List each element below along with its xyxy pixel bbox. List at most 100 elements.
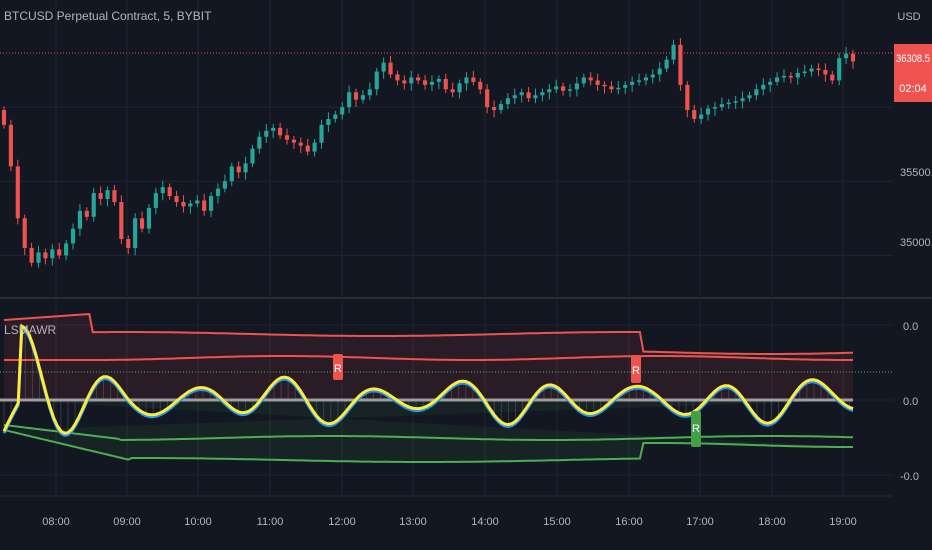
candle-body <box>57 249 62 256</box>
candle-body <box>167 187 172 197</box>
candle-body <box>747 95 752 99</box>
time-tick-label: 18:00 <box>758 516 786 528</box>
candle-body <box>630 81 635 85</box>
candle-body <box>381 62 386 72</box>
time-tick-label: 11:00 <box>257 516 284 528</box>
lower-band-line <box>3 429 853 463</box>
candle-body <box>422 80 428 85</box>
candle-body <box>29 247 34 263</box>
candle-body <box>478 81 483 90</box>
candle-body <box>1 110 7 125</box>
candle-body <box>278 127 283 136</box>
candle-body <box>257 136 262 149</box>
candle-body <box>705 108 711 115</box>
candle-body <box>91 193 96 217</box>
wr-slow-line <box>2 323 854 435</box>
time-tick-label: 09:00 <box>113 516 141 528</box>
candle-body <box>374 71 379 90</box>
indicator-scale[interactable]: 0.0 0.0 -0.0 <box>900 321 919 483</box>
candle-body <box>850 53 856 62</box>
price-tick-label: 35000.0 <box>900 237 932 249</box>
signal-badge-sell: R <box>333 354 343 380</box>
candle-body <box>105 190 110 200</box>
candle-body <box>347 92 352 108</box>
candle-body <box>146 207 152 229</box>
candle-body <box>202 200 207 211</box>
candle-body <box>174 196 179 202</box>
signal-label: R <box>632 365 640 377</box>
candle-body <box>719 104 724 108</box>
time-tick-label: 12:00 <box>328 516 356 528</box>
candle-body <box>340 107 345 115</box>
candle-body <box>533 95 538 99</box>
candle-body <box>360 95 365 100</box>
candle-body <box>416 77 421 81</box>
candle-body <box>84 210 89 217</box>
candle-body <box>222 181 227 189</box>
candle-body <box>471 77 476 82</box>
candle-body <box>98 193 103 200</box>
time-tick-label: 10:00 <box>184 516 212 528</box>
candle-body <box>409 77 414 84</box>
time-scale[interactable]: 08:00 09:00 10:00 11:00 12:00 13:00 14:00 15:00… <box>42 516 857 528</box>
candle-body <box>609 86 614 90</box>
candle-body <box>498 104 504 111</box>
price-scale[interactable]: USD 35500.0 35000.0 36308.5 02:04 <box>894 11 932 249</box>
candle-body <box>119 201 124 240</box>
candle-body <box>70 228 76 244</box>
candle-body <box>43 252 48 259</box>
candle-body <box>367 89 372 96</box>
signal-badge-sell: R <box>631 355 641 383</box>
last-price-value: 36308.5 <box>896 53 930 65</box>
candle-body <box>823 70 828 75</box>
candle-body <box>567 89 573 91</box>
candle-body <box>761 84 766 90</box>
candle-body <box>740 98 745 102</box>
candle-body <box>768 81 773 85</box>
signal-badge-buy: R <box>691 411 701 447</box>
candle-body <box>8 124 13 167</box>
candle-body <box>139 218 145 229</box>
candle-body <box>526 92 531 99</box>
candle-body <box>181 201 186 207</box>
candlestick-series <box>1 38 856 268</box>
candle-body <box>754 89 759 96</box>
candle-body <box>636 80 642 82</box>
candle-body <box>402 80 407 84</box>
candle-body <box>298 142 303 146</box>
candle-body <box>284 135 290 140</box>
candle-body <box>830 74 835 81</box>
candle-body <box>209 196 214 211</box>
candle-body <box>512 95 517 99</box>
indicator-tick-label: 0.0 <box>903 321 918 333</box>
candle-body <box>429 81 435 85</box>
candle-body <box>388 62 393 75</box>
lower-band-inner-line <box>3 424 854 441</box>
grid-lines <box>0 0 893 496</box>
candle-body <box>802 71 807 73</box>
candle-body <box>450 89 455 93</box>
candle-body <box>595 80 600 85</box>
candle-body <box>795 72 800 78</box>
candle-body <box>664 59 669 69</box>
signal-label: R <box>692 423 700 435</box>
candle-body <box>844 53 849 59</box>
time-tick-label: 15:00 <box>543 516 571 528</box>
candle-body <box>291 139 296 143</box>
candle-body <box>678 44 683 85</box>
upper-band-inner-line <box>4 355 853 361</box>
candle-body <box>112 190 117 202</box>
candle-body <box>36 252 41 263</box>
candle-body <box>333 114 338 119</box>
candle-body <box>554 86 559 90</box>
candle-body <box>326 118 331 125</box>
candle-body <box>816 68 821 71</box>
candle-body <box>561 86 566 91</box>
candle-body <box>837 58 842 81</box>
candle-body <box>692 110 697 119</box>
candle-body <box>505 98 510 105</box>
candle-body <box>243 163 248 173</box>
candle-body <box>781 75 787 78</box>
candle-body <box>436 78 441 82</box>
